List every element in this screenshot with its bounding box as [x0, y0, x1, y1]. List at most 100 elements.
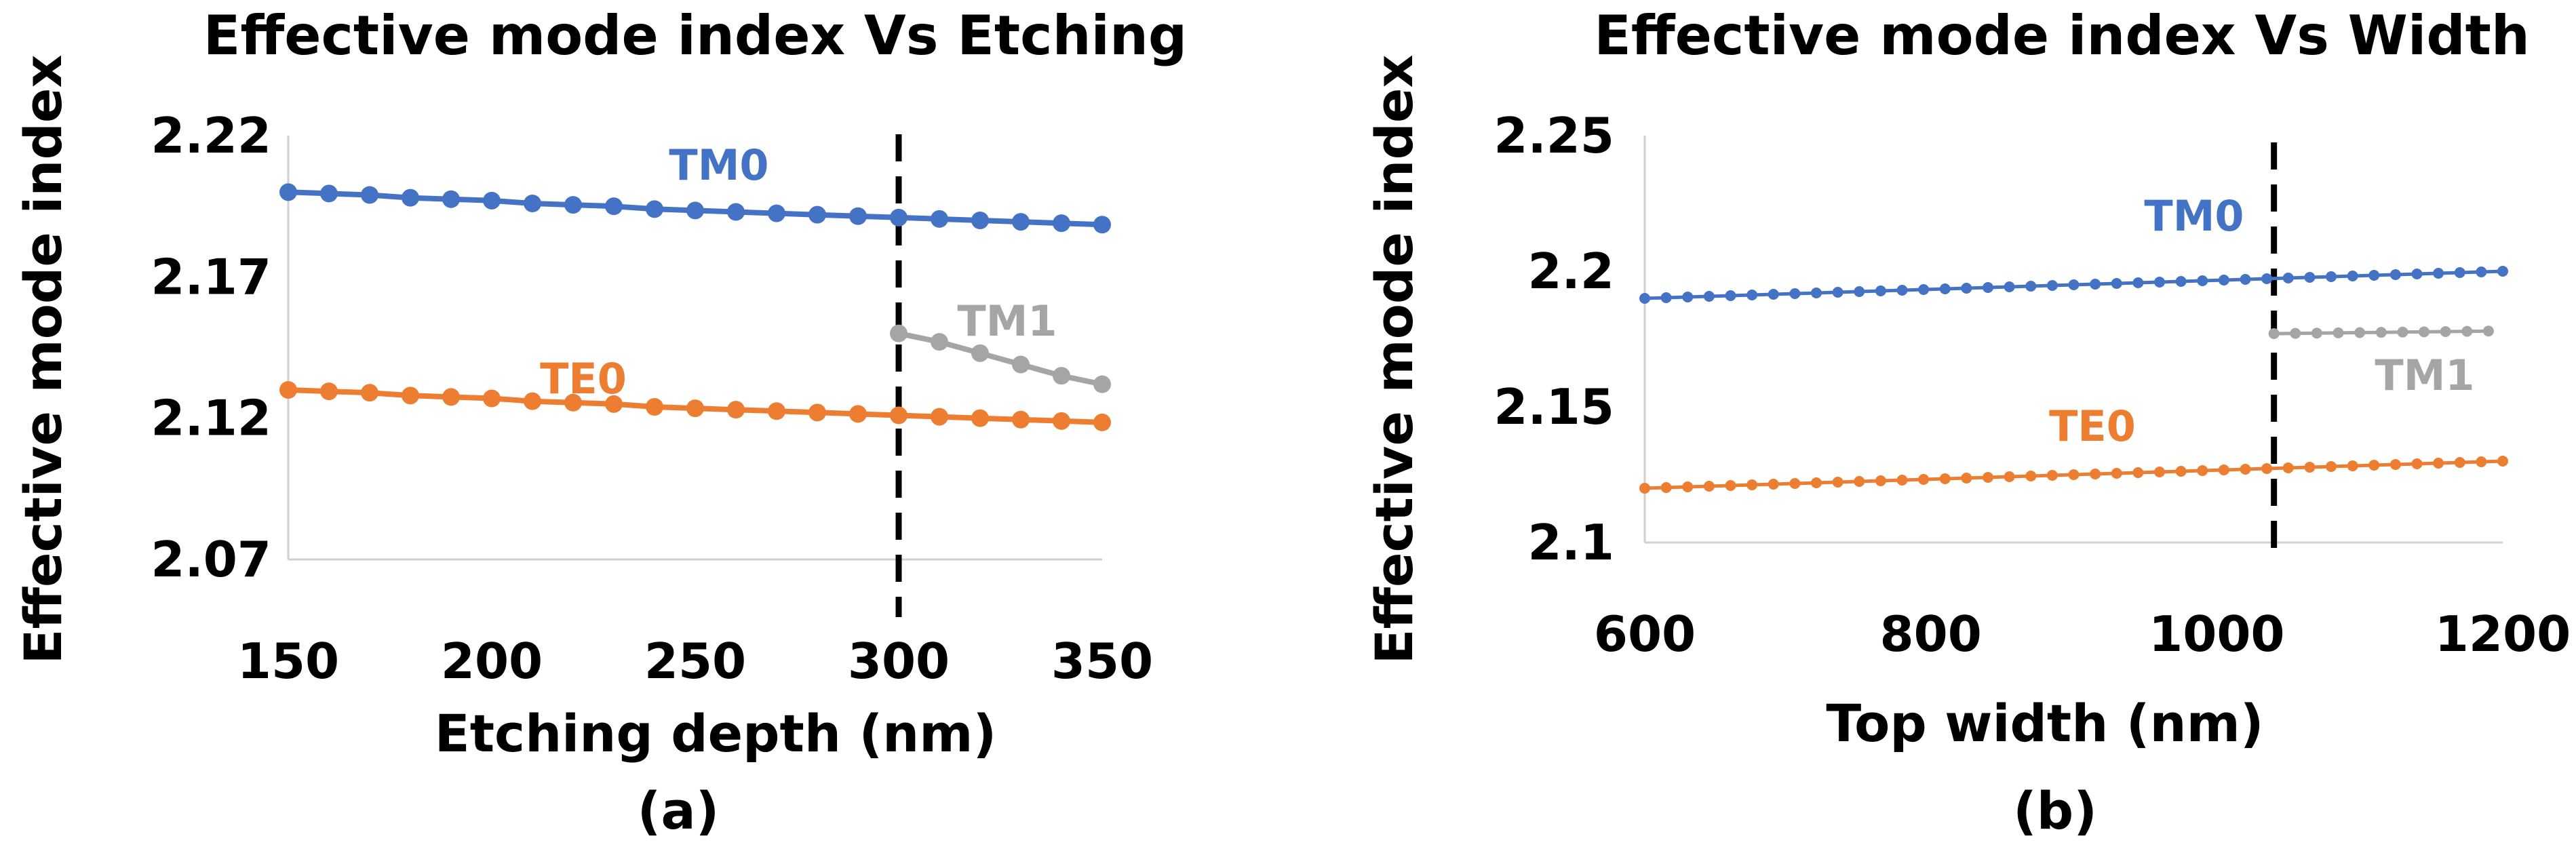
chart-a-tm0-point — [849, 207, 867, 225]
chart-b-tm0-point — [2090, 279, 2101, 290]
chart-b-te0-point — [2132, 467, 2144, 478]
chart-a-te0-point — [279, 381, 297, 399]
chart-a-title: Effective mode index Vs Etching — [203, 4, 1187, 67]
chart-b-tm0-point — [2197, 275, 2208, 286]
chart-b-tm0-point — [2476, 266, 2487, 277]
chart-a-te0-point — [402, 387, 419, 405]
chart-b: Effective mode index Vs Width Effective … — [1364, 4, 2571, 841]
chart-b-tm0-point — [2132, 277, 2144, 288]
chart-b-te0-point — [2068, 469, 2080, 480]
chart-b-tm1-point — [2440, 326, 2451, 337]
chart-b-xtick-label: 800 — [1880, 606, 1982, 663]
chart-a-te0-point — [849, 405, 867, 423]
chart-b-tm0-point — [1639, 293, 1650, 304]
chart-b-tm0-point — [2389, 269, 2401, 280]
chart-a-panel-label: (a) — [638, 781, 720, 841]
chart-a-tm1-point — [890, 324, 908, 342]
chart-a-tm0-point — [931, 210, 948, 228]
chart-b-tm0-point — [2025, 281, 2037, 292]
chart-b-tm0-point — [2111, 278, 2122, 289]
chart-b-te0-point — [2261, 463, 2273, 474]
chart-b-te0-point — [1789, 478, 1801, 489]
chart-b-te0-point — [1875, 475, 1886, 486]
chart-b-tm0-point — [1875, 285, 1886, 296]
chart-a-tm1-point — [931, 333, 948, 351]
chart-a-tm0-point — [1093, 216, 1111, 234]
chart-a-tm0-point — [402, 189, 419, 207]
chart-b-te0-point — [2282, 462, 2294, 473]
chart-a-tm0-point — [1053, 214, 1070, 233]
chart-b-te0-point — [2411, 458, 2423, 469]
chart-b-tm0-point — [1961, 283, 1972, 294]
chart-b-ytick-label: 2.15 — [1494, 378, 1614, 435]
chart-b-te0-point — [1746, 479, 1758, 490]
chart-b-xlabel: Top width (nm) — [1826, 693, 2263, 753]
chart-b-tm1-point — [2375, 327, 2387, 338]
chart-b-tm0-point — [2068, 279, 2080, 290]
chart-b-te0-point — [2090, 469, 2101, 479]
chart-a-te0-label: TE0 — [540, 354, 627, 403]
chart-b-te0-point — [2154, 467, 2165, 477]
chart-a-xtick-label: 200 — [441, 633, 543, 690]
chart-a-tm0-point — [320, 184, 338, 203]
chart-b-tm1-point — [2354, 327, 2366, 338]
chart-a-te0-point — [320, 382, 338, 401]
chart-a-tm1-point — [971, 344, 989, 362]
chart-b-tm1-point — [2268, 328, 2280, 339]
chart-b-te0-point — [2347, 460, 2358, 471]
chart-b-title: Effective mode index Vs Width — [1594, 4, 2530, 67]
chart-b-tm0-point — [2326, 271, 2337, 282]
chart-b-te0-point — [2433, 458, 2444, 469]
chart-a-ytick-label: 2.22 — [151, 107, 271, 164]
chart-b-xtick-label: 1200 — [2435, 606, 2571, 663]
chart-a-tm0-point — [808, 205, 826, 224]
chart-a-xtick-label: 300 — [848, 633, 950, 690]
chart-b-tm0-point — [2004, 281, 2015, 292]
chart-b-te0-point — [1703, 481, 1715, 492]
chart-a-te0-point — [727, 401, 745, 419]
chart-b-te0-point — [2240, 464, 2251, 475]
chart-b-tm0-point — [2411, 269, 2423, 279]
chart-b-te0-point — [1854, 476, 1865, 487]
chart-b-te0-point — [2454, 457, 2465, 468]
chart-a-tm0-point — [564, 196, 582, 214]
chart-b-tm1-point — [2419, 326, 2430, 338]
chart-a-tm0-point — [279, 183, 297, 201]
chart-a-tm0-point — [890, 208, 908, 226]
chart-a-te0-point — [1053, 412, 1070, 430]
chart-b-tm0-point — [1896, 285, 1908, 296]
chart-b-tm0-point — [1768, 289, 1779, 300]
chart-a-te0-point — [686, 399, 704, 418]
chart-b-te0-point — [2476, 456, 2487, 467]
chart-a-tm1-point — [1053, 367, 1070, 385]
chart-b-tm1-point — [2482, 325, 2494, 337]
chart-b-tm1-point — [2397, 326, 2408, 338]
chart-b-tm0-point — [1983, 282, 1993, 293]
chart-b-te0-point — [1961, 473, 1972, 483]
chart-b-xtick-label: 1000 — [2149, 606, 2284, 663]
chart-a-ytick-label: 2.17 — [151, 248, 271, 305]
chart-b-tm0-point — [2368, 270, 2380, 281]
chart-b-xtick-label: 600 — [1594, 606, 1696, 663]
chart-b-panel-label: (b) — [2013, 781, 2097, 841]
chart-b-te0-point — [2326, 461, 2337, 472]
chart-a-ytick-label: 2.12 — [151, 390, 271, 447]
chart-b-te0-point — [2025, 471, 2037, 481]
chart-a-xtick-label: 350 — [1051, 633, 1153, 690]
chart-a-te0-point — [605, 395, 623, 413]
chart-a-tm0-label: TM0 — [669, 140, 768, 190]
chart-b-tm0-label: TM0 — [2144, 191, 2244, 241]
chart-b-te0-point — [2197, 465, 2208, 476]
chart-b-te0-point — [2111, 468, 2122, 479]
chart-b-te0-point — [2004, 471, 2015, 482]
chart-b-tm0-point — [2304, 272, 2316, 283]
chart-b-te0-point — [1639, 483, 1650, 494]
chart-b-ytick-label: 2.2 — [1527, 243, 1614, 300]
chart-b-tm0-point — [2282, 273, 2294, 283]
chart-a-xtick-label: 250 — [644, 633, 746, 690]
chart-a-tm0-point — [605, 197, 623, 216]
chart-a-ylabel: Effective mode index — [13, 55, 73, 665]
chart-a-tm0-point — [646, 200, 663, 218]
chart-a-tm0-point — [483, 191, 501, 210]
chart-a-tm0-point — [686, 201, 704, 220]
